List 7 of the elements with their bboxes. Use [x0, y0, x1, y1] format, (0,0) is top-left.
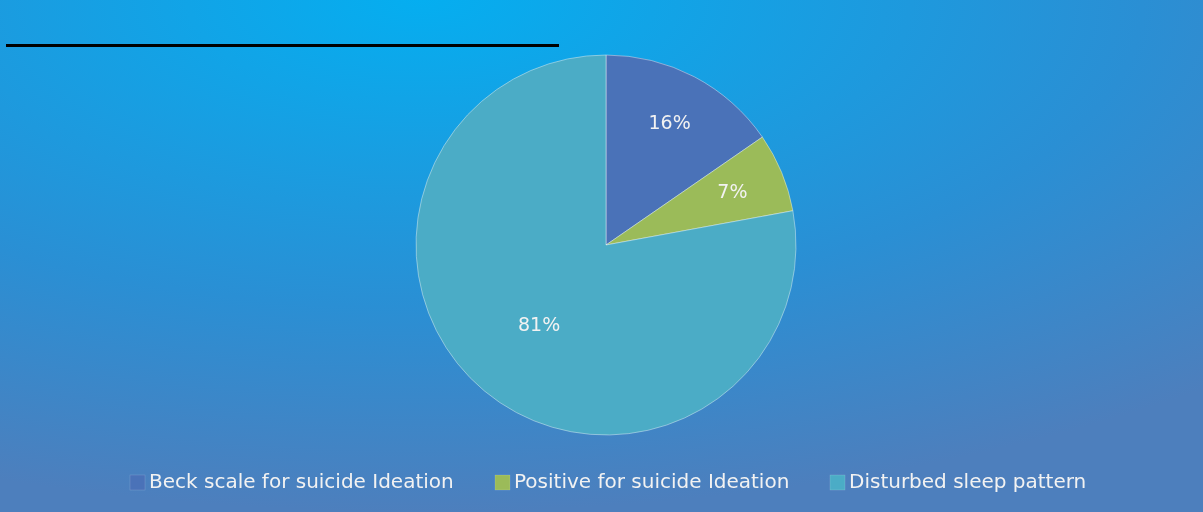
legend-label: Beck scale for suicide Ideation: [149, 468, 454, 493]
data-label: 16%: [648, 111, 691, 134]
data-label: 7%: [717, 180, 748, 203]
pie-slice: [415, 54, 797, 436]
legend-label: Positive for suicide Ideation: [514, 468, 790, 493]
legend-label: Disturbed sleep pattern: [849, 468, 1087, 493]
data-label: 81%: [517, 312, 561, 335]
